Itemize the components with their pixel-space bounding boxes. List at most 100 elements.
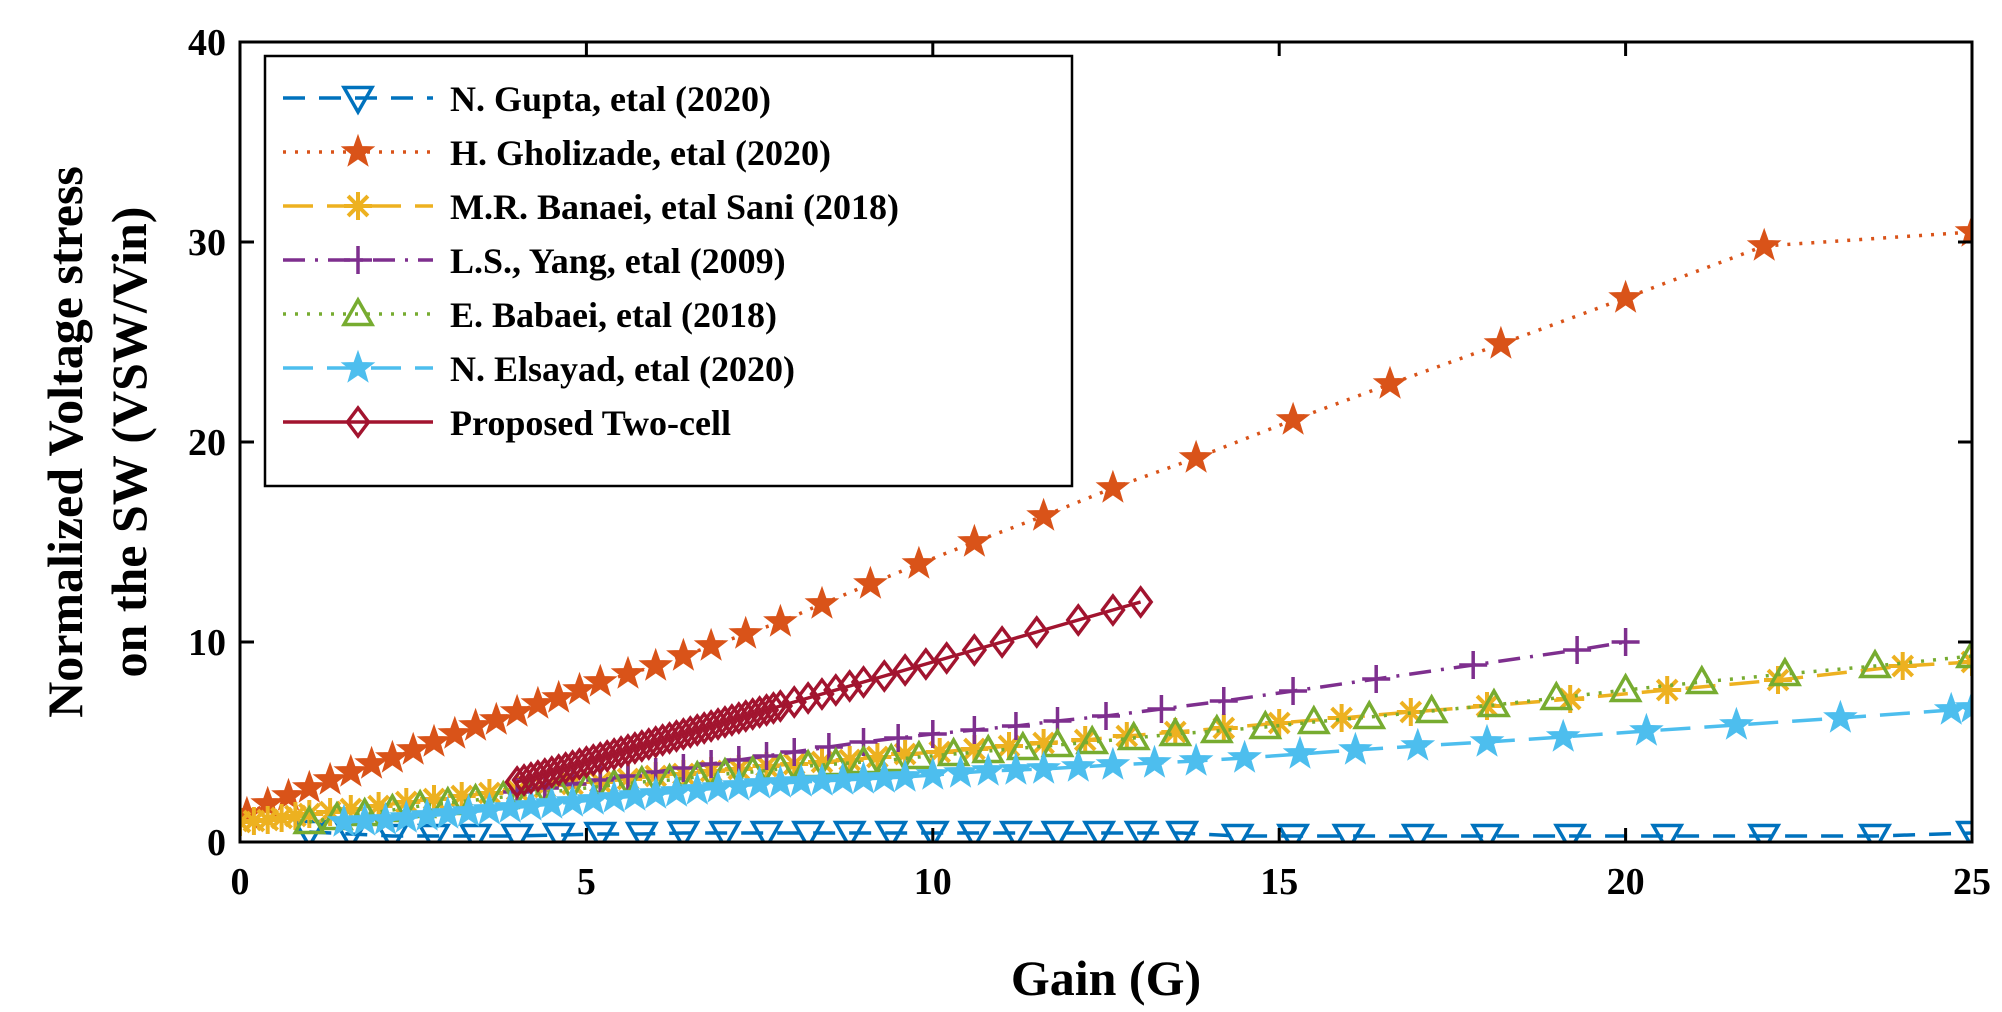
x-tick-label: 0 (231, 861, 250, 903)
series-1-point (1165, 820, 1200, 842)
y-tick-label: 40 (188, 22, 226, 64)
series-6-point (1338, 731, 1373, 765)
series-6-point (1227, 739, 1262, 773)
series-6-point (1026, 750, 1062, 784)
x-tick-label: 20 (1607, 861, 1645, 903)
legend-label: N. Gupta, etal (2020) (450, 79, 771, 119)
series-4-point (1001, 712, 1030, 740)
series-layer (240, 213, 1972, 842)
series-2-point (271, 777, 306, 811)
x-axis-title: Gain (G) (1011, 950, 1201, 1006)
series-4-point (918, 720, 947, 748)
series-7-point (913, 647, 939, 681)
series-3-point (891, 740, 920, 768)
series-4-point (1147, 695, 1176, 723)
series-5-point (1116, 720, 1151, 751)
series-2-point (291, 769, 327, 803)
series-7-point (760, 691, 787, 725)
series-6-point (1095, 746, 1131, 780)
series-4-point (1611, 628, 1640, 656)
series-5-point (292, 804, 327, 835)
series-7-point (559, 749, 586, 783)
series-5-point (1075, 724, 1110, 755)
series-7-point (767, 689, 794, 723)
series-7-point (698, 709, 724, 743)
series-7-point (1127, 585, 1154, 619)
legend-swatch-marker (340, 296, 376, 327)
series-1-point (458, 823, 493, 842)
series-6-point (1060, 748, 1096, 782)
series-1-point (874, 820, 909, 842)
series-1-point (541, 822, 576, 842)
series-7 (504, 585, 1154, 799)
series-7-point (705, 707, 731, 741)
series-2-point (1275, 401, 1311, 435)
series-7-point (670, 717, 697, 751)
series-7-point (871, 659, 897, 693)
series-5-point (901, 739, 936, 770)
series-7-point (753, 693, 780, 727)
series-7-point (746, 695, 773, 729)
series-4-point (752, 742, 781, 770)
legend: N. Gupta, etal (2020) H. Gholizade, etal … (263, 54, 1074, 488)
series-6-point (1629, 712, 1664, 746)
series-5-point (1005, 730, 1040, 761)
series-3-point (1029, 729, 1058, 757)
series-7-point (636, 727, 662, 761)
series-7-point (795, 681, 821, 715)
series-6-point (1178, 742, 1214, 776)
series-2-point (478, 701, 514, 735)
series-1-point (957, 820, 992, 842)
series-2-point (763, 603, 798, 637)
series-3-point (1888, 652, 1917, 680)
legend-label: Proposed Two-cell (450, 403, 731, 443)
series-7-point (546, 753, 572, 787)
series-7-point (594, 739, 620, 773)
series-1-point (1553, 823, 1588, 842)
series-6-point (1823, 699, 1858, 733)
series-5-point (1476, 687, 1511, 718)
y-tick-label: 10 (188, 622, 226, 664)
series-2-point (582, 663, 618, 697)
series-5-point (1040, 727, 1075, 758)
series-5-point (1352, 699, 1387, 730)
series-3-point (1396, 698, 1425, 726)
series-1-point (1276, 823, 1311, 842)
series-7-point (677, 715, 704, 749)
ticks-layer: 0 5 10 15 20 25 0 10 20 30 40 (188, 22, 1991, 903)
series-3-point (960, 735, 989, 763)
series-5-point (1539, 680, 1574, 711)
series-2-point (375, 739, 410, 773)
legend-label: N. Elsayad, etal (2020) (450, 349, 795, 389)
series-3-point (925, 738, 954, 766)
series-4-point (697, 750, 726, 778)
series-7-point (836, 669, 863, 703)
series-4-point (1279, 677, 1308, 705)
legend-label: L.S., Yang, etal (2009) (450, 241, 786, 281)
series-6-point (1469, 723, 1505, 757)
series-7-point (823, 673, 849, 707)
series-1-point (707, 820, 742, 842)
series-4-point (814, 733, 843, 761)
legend-item-2: H. Gholizade, etal (2020) (283, 133, 831, 173)
legend-swatch-marker (345, 405, 371, 439)
series-5-point (936, 736, 971, 767)
series-2-point (638, 647, 674, 681)
series-6-point (1719, 706, 1754, 740)
series-4-point (1092, 702, 1120, 730)
series-4-point (1362, 665, 1391, 693)
series-2-point (1746, 227, 1782, 261)
series-1-point (1040, 820, 1075, 842)
series-7-point (580, 743, 607, 777)
series-2-point (541, 679, 577, 713)
series-2-point (666, 637, 701, 671)
series-7-point (712, 705, 738, 739)
series-1-point (1470, 823, 1505, 842)
series-7-point (587, 741, 613, 775)
series-3-point (1327, 704, 1356, 732)
y-axis-title-line-1: Normalized Voltage stress (37, 166, 93, 718)
series-2-point (693, 627, 729, 661)
legend-swatch-marker (340, 349, 376, 383)
series-6-point (1282, 735, 1318, 769)
